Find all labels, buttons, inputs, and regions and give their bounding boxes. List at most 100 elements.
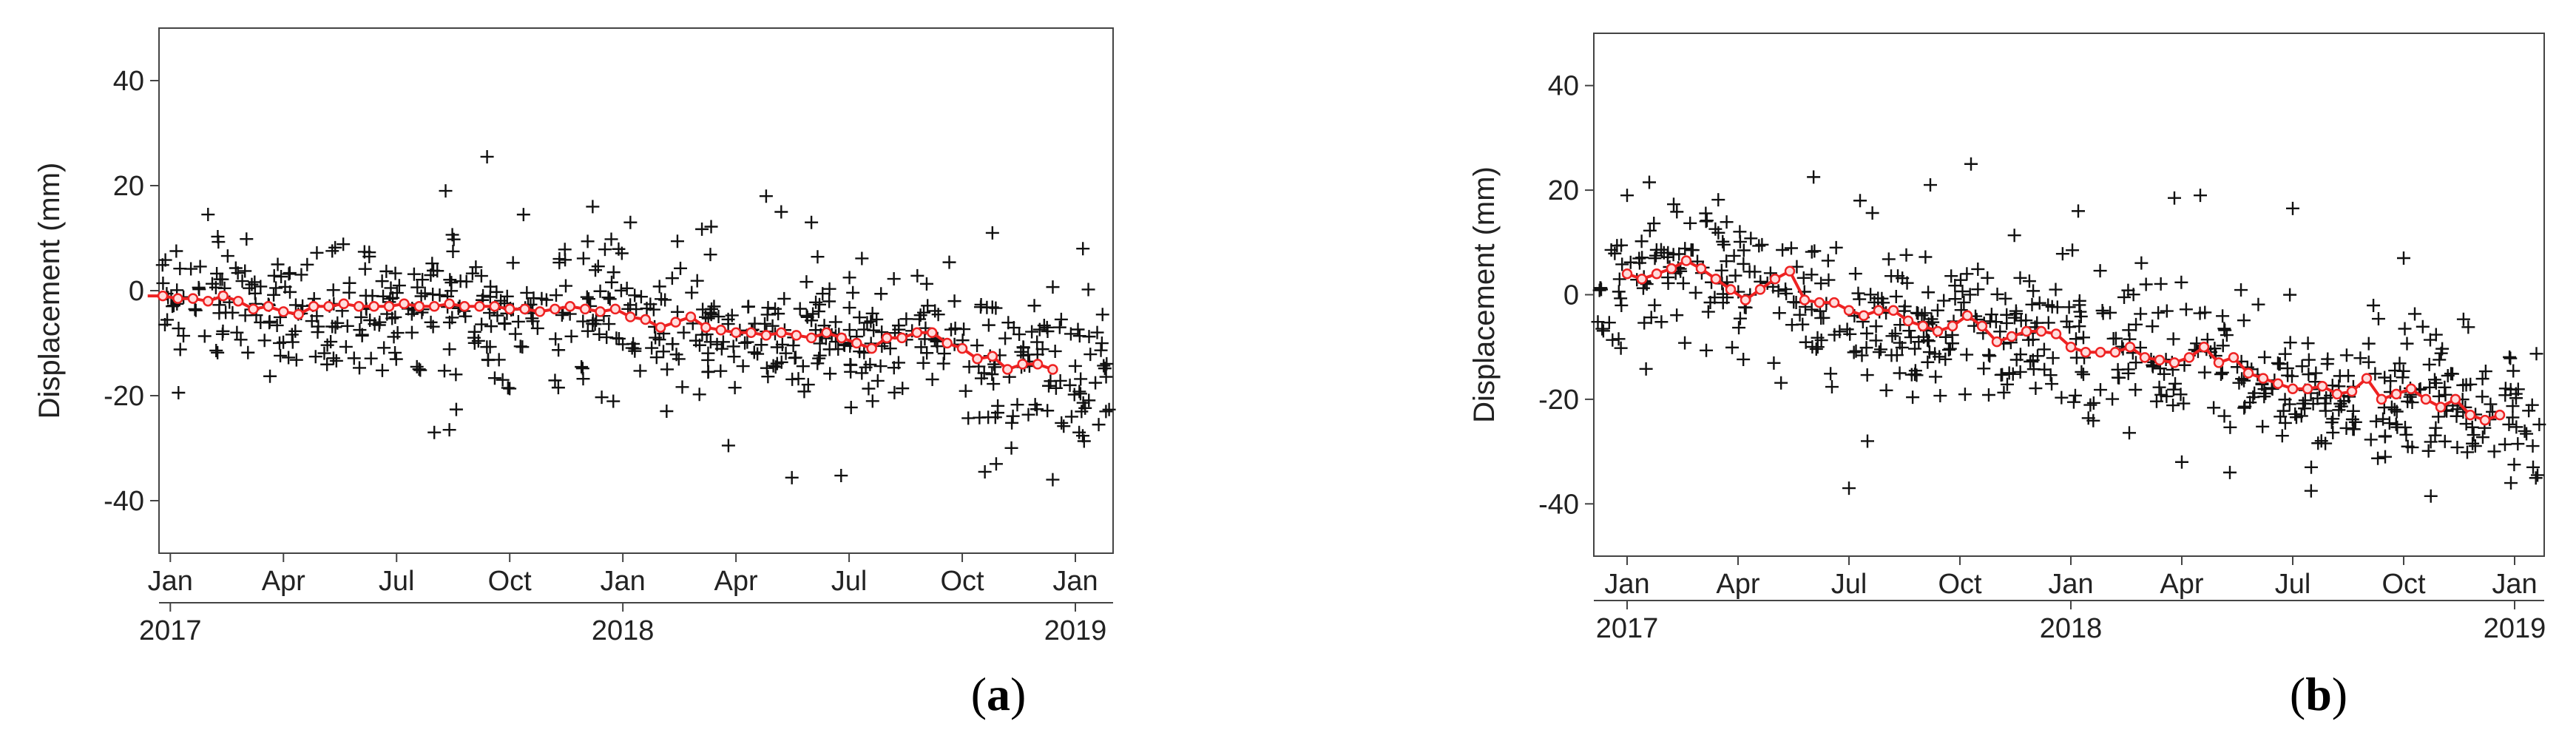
data-point [740, 335, 754, 349]
data-point [220, 249, 234, 263]
data-point [320, 338, 334, 352]
data-point [296, 299, 310, 313]
data-point [666, 337, 680, 351]
mean-point [2021, 325, 2032, 337]
data-point [160, 313, 175, 327]
data-point [1860, 326, 1874, 340]
data-point [443, 273, 457, 287]
data-point [555, 308, 569, 322]
mean-point [399, 298, 410, 309]
data-point [703, 335, 717, 349]
data-point [2093, 264, 2107, 278]
data-point [1099, 405, 1113, 419]
mean-point [2420, 393, 2432, 405]
data-point [234, 333, 248, 347]
data-point [1882, 252, 1896, 266]
data-point [2026, 354, 2040, 368]
mean-point [428, 301, 440, 312]
data-point [2309, 366, 2323, 380]
data-point [2498, 437, 2512, 451]
data-point [2151, 305, 2166, 319]
data-point [1793, 308, 1807, 322]
mean-point [1784, 266, 1796, 277]
data-point [342, 276, 356, 290]
data-point [2237, 314, 2251, 328]
data-point [2399, 427, 2413, 442]
data-point [1728, 268, 1742, 283]
data-point [1042, 379, 1056, 393]
mean-point [2316, 380, 2328, 392]
data-point [484, 319, 498, 334]
data-point [948, 321, 962, 335]
data-point [660, 405, 674, 419]
data-point [197, 329, 212, 343]
data-point [853, 311, 867, 325]
mean-point [2302, 383, 2313, 395]
data-point [2529, 347, 2543, 361]
mean-point [2035, 325, 2047, 337]
mean-point [655, 322, 666, 333]
data-point [602, 317, 616, 331]
data-point [240, 232, 254, 246]
data-point [1648, 251, 1662, 266]
data-point [1833, 325, 1847, 339]
data-point [2066, 243, 2080, 257]
data-point [2421, 444, 2435, 458]
mean-point [1666, 263, 1677, 274]
data-point [1983, 314, 1997, 328]
data-point [2215, 365, 2229, 379]
data-point [1708, 222, 1723, 236]
data-point [1016, 341, 1030, 355]
data-point [2468, 439, 2482, 453]
mean-point [2124, 341, 2136, 353]
data-point [973, 410, 987, 425]
data-point [2093, 383, 2107, 397]
data-point [649, 351, 663, 365]
data-point [1100, 356, 1114, 371]
data-point [896, 382, 910, 396]
mean-point [1813, 297, 1825, 308]
mean-point [927, 327, 938, 339]
data-point [1848, 267, 1862, 281]
data-point [615, 246, 629, 260]
data-point [2319, 404, 2333, 418]
data-point [1918, 306, 1932, 320]
mean-point [1976, 320, 1988, 332]
data-point [2475, 372, 2489, 386]
data-point [1701, 305, 1715, 319]
data-point [2129, 382, 2143, 396]
data-point [823, 367, 837, 381]
data-point [2006, 367, 2020, 381]
x-month-label: Apr [1716, 569, 1759, 600]
data-point [2304, 484, 2318, 498]
data-point [1095, 308, 1109, 322]
data-point [1064, 327, 1078, 341]
data-point [2251, 297, 2265, 311]
data-point [928, 304, 942, 318]
data-point [947, 294, 961, 308]
data-point [811, 356, 825, 371]
data-point [842, 301, 856, 315]
data-point [801, 378, 815, 392]
data-point [2154, 277, 2168, 291]
data-point [2506, 410, 2520, 425]
data-point [245, 277, 259, 291]
data-point [1602, 316, 1616, 330]
data-point [671, 305, 685, 319]
mean-point [942, 337, 953, 349]
mean-point [881, 332, 893, 344]
data-point [376, 289, 391, 303]
mean-point [1843, 305, 1855, 316]
data-point [1076, 396, 1090, 410]
data-point [2112, 371, 2126, 385]
data-point [1699, 206, 1713, 220]
mean-point [1887, 305, 1899, 316]
data-point [2429, 421, 2443, 435]
data-point [809, 295, 823, 309]
data-point [1805, 339, 1819, 354]
data-point [981, 318, 995, 332]
data-point [340, 319, 354, 333]
data-point [282, 351, 296, 365]
mean-point [1961, 310, 1973, 322]
data-point [490, 285, 504, 299]
